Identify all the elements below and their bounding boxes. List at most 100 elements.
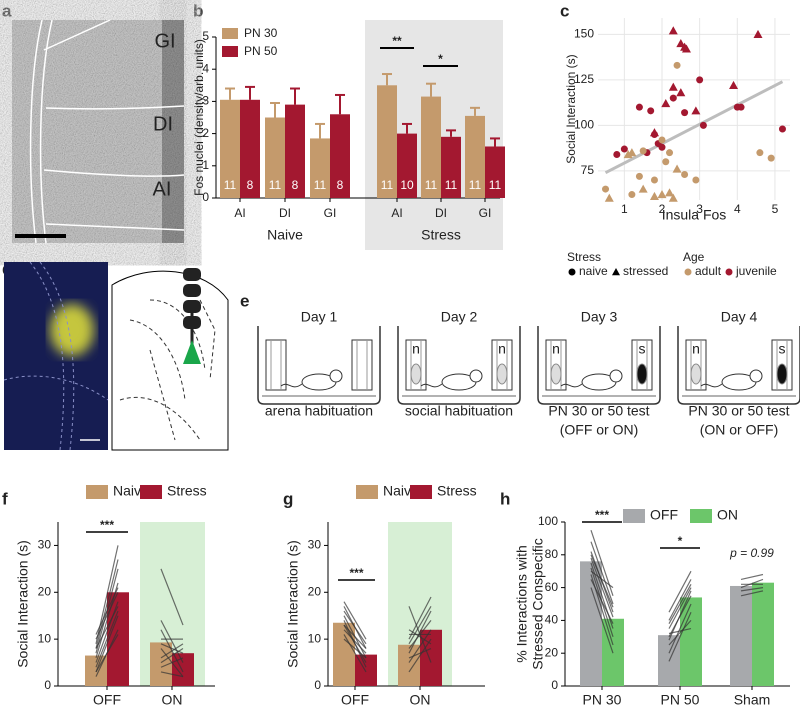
tissue-outline (3, 375, 109, 401)
subject-line (160, 671, 184, 678)
day-label: Day 3 (581, 309, 618, 325)
caption: PN 30 or 50 test (548, 403, 649, 419)
x-tick-label: ON (162, 692, 183, 708)
subject-line (590, 579, 614, 624)
subject-line (668, 570, 692, 613)
region-boundary (43, 19, 111, 51)
point (650, 130, 658, 138)
panel-letter: f (2, 489, 8, 508)
region-label: DI (153, 113, 173, 135)
bar (310, 138, 330, 198)
brain-outline (149, 349, 176, 441)
subject-line (408, 629, 432, 663)
y-tick-label: 100 (538, 514, 558, 528)
legend-label: PN 50 (244, 44, 278, 58)
point (613, 151, 621, 158)
subject-line (408, 647, 432, 659)
n-label: 11 (269, 178, 282, 192)
x-tick-label: OFF (93, 692, 121, 708)
stimulus-mouse (776, 363, 788, 385)
legend-marker (684, 268, 692, 276)
fluorescence-signal (50, 304, 94, 356)
y-tick-label: 0 (202, 190, 209, 204)
legend-swatch (222, 28, 238, 39)
region-label: AI (153, 178, 172, 200)
x-tick-label: PN 50 (661, 692, 700, 708)
point (668, 193, 678, 202)
y-tick-label: 20 (38, 584, 52, 598)
caption: arena habituation (265, 403, 373, 419)
point (681, 109, 689, 117)
significance: * (678, 534, 683, 548)
x-tick-label: AI (234, 206, 245, 220)
optic-coil (183, 268, 201, 281)
bar (330, 114, 350, 198)
chamber-label: n (552, 341, 560, 357)
y-tick-label: 0 (44, 678, 51, 692)
y-axis-title: Social Interaction (s) (285, 540, 301, 668)
stimulus-mouse (550, 363, 562, 385)
n-label: 11 (381, 178, 394, 192)
mouse-tail (280, 383, 303, 388)
bar (752, 582, 774, 686)
bar (680, 597, 702, 686)
legend-marker (568, 268, 576, 276)
caption: (OFF or ON) (560, 422, 639, 438)
point (665, 188, 675, 197)
subject-line (590, 554, 614, 608)
x-tick-label: DI (435, 206, 447, 220)
legend-marker (612, 268, 620, 276)
point (650, 176, 658, 184)
x-tick-label: AI (391, 206, 402, 220)
n-label: 11 (445, 178, 458, 192)
point (647, 107, 655, 115)
point (668, 82, 678, 91)
legend-swatch (140, 485, 162, 499)
significance: *** (100, 518, 114, 532)
subject-line (590, 541, 614, 605)
panel-letter: e (240, 291, 249, 310)
y-tick-label: 40 (545, 613, 559, 627)
subject-line (668, 611, 692, 662)
point (676, 38, 686, 48)
panel-letter: h (500, 489, 510, 508)
subject-line (668, 628, 692, 635)
mouse-head (609, 369, 623, 383)
point (699, 121, 707, 129)
significance: *** (349, 566, 363, 580)
light-cone (183, 340, 201, 364)
legend-swatch (623, 509, 645, 523)
y-tick-label: 20 (308, 584, 322, 598)
point (753, 29, 763, 38)
subject-line (343, 634, 367, 673)
legend-label: adult (695, 264, 722, 278)
x-tick-label: 3 (696, 202, 703, 216)
chamber (265, 339, 287, 391)
stimulus-mouse (636, 363, 648, 385)
subject-line (95, 601, 119, 663)
point (635, 172, 643, 180)
subject-line (668, 587, 692, 629)
point (669, 94, 677, 102)
n-label: 11 (425, 178, 438, 192)
region-boundary (29, 19, 43, 244)
y-tick-label: 60 (545, 580, 559, 594)
x-axis-title: Insula Fos (662, 207, 727, 223)
legend-label: Stress (437, 483, 477, 499)
subject-line (668, 579, 692, 621)
legend-label: PN 30 (244, 26, 278, 40)
y-tick-label: 75 (581, 163, 595, 177)
legend-swatch (86, 485, 108, 499)
y-tick-label: 30 (308, 538, 322, 552)
subject-line (668, 603, 692, 654)
point (737, 103, 745, 111)
point (658, 136, 666, 144)
tissue-outline (29, 261, 65, 451)
panel-letter: a (2, 1, 12, 20)
chamber-label: n (498, 341, 506, 357)
subject-line (160, 643, 184, 654)
point (778, 125, 786, 133)
mouse-head (329, 369, 343, 383)
point (657, 190, 667, 199)
